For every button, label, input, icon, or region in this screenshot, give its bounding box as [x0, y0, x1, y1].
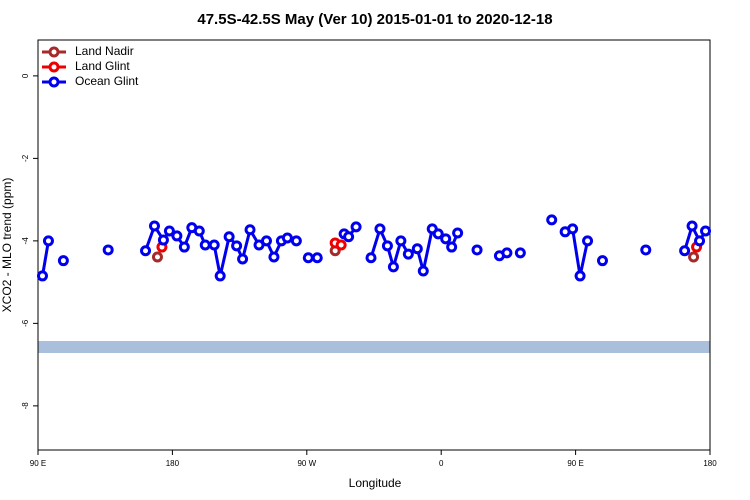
data-point — [679, 245, 691, 257]
series-line — [41, 240, 50, 277]
data-point — [157, 234, 169, 246]
legend-marker — [48, 46, 60, 58]
plot-frame — [37, 39, 711, 451]
data-point — [343, 231, 355, 243]
data-point — [686, 220, 698, 232]
x-tick-label: 90 E — [30, 459, 46, 468]
y-axis-label: XCO2 - MLO trend (ppm) — [0, 178, 14, 313]
data-point — [694, 235, 706, 247]
data-point — [395, 235, 407, 247]
legend-marker — [48, 61, 60, 73]
data-point — [688, 251, 700, 263]
data-point — [163, 225, 175, 237]
data-point — [381, 240, 393, 252]
data-point — [223, 231, 235, 243]
data-point — [260, 235, 272, 247]
data-point — [102, 244, 114, 256]
x-tick-label: 90 E — [567, 459, 583, 468]
data-point — [350, 221, 362, 233]
data-point — [411, 243, 423, 255]
legend-label: Ocean Glint — [75, 74, 139, 88]
y-tick-label: -4 — [21, 237, 30, 245]
data-point — [311, 252, 323, 264]
x-axis-label: Longitude — [349, 476, 402, 490]
data-point — [574, 270, 586, 282]
x-tick-label: 180 — [166, 459, 180, 468]
data-point — [231, 240, 243, 252]
data-point — [387, 261, 399, 273]
data-point — [199, 239, 211, 251]
data-point — [514, 247, 526, 259]
data-point — [567, 223, 579, 235]
data-point — [42, 235, 54, 247]
data-point — [452, 227, 464, 239]
legend-label: Land Nadir — [75, 44, 134, 58]
data-point — [546, 214, 558, 226]
data-point — [237, 253, 249, 265]
data-point — [140, 245, 152, 257]
legend-marker — [48, 76, 60, 88]
data-point — [471, 244, 483, 256]
data-point — [374, 223, 386, 235]
data-point — [193, 225, 205, 237]
data-point — [440, 233, 452, 245]
data-point — [36, 270, 48, 282]
data-point — [700, 225, 712, 237]
data-point — [148, 220, 160, 232]
x-tick-label: 0 — [439, 459, 444, 468]
data-point — [281, 232, 293, 244]
series-line — [683, 221, 707, 252]
x-tick-label: 90 W — [297, 459, 316, 468]
y-tick-label: 0 — [21, 73, 30, 78]
legend-label: Land Glint — [75, 59, 130, 73]
data-point — [171, 230, 183, 242]
data-point — [208, 239, 220, 251]
surface-band — [38, 341, 710, 353]
data-point — [365, 252, 377, 264]
y-tick-label: -6 — [21, 319, 30, 327]
data-point — [178, 241, 190, 253]
data-point — [501, 247, 513, 259]
data-point — [57, 255, 69, 267]
data-point — [432, 228, 444, 240]
data-point — [640, 244, 652, 256]
y-tick-label: -2 — [21, 154, 30, 162]
y-tick-label: -8 — [21, 402, 30, 410]
data-point — [596, 255, 608, 267]
x-tick-label: 180 — [703, 459, 717, 468]
data-point — [214, 270, 226, 282]
data-point — [244, 224, 256, 236]
data-point — [302, 252, 314, 264]
data-point — [417, 265, 429, 277]
data-point — [335, 239, 347, 251]
data-point — [446, 241, 458, 253]
data-point — [268, 251, 280, 263]
chart-title: 47.5S-42.5S May (Ver 10) 2015-01-01 to 2… — [197, 11, 552, 28]
data-point — [402, 248, 414, 260]
data-point — [151, 251, 163, 263]
data-point — [290, 235, 302, 247]
data-point — [582, 235, 594, 247]
